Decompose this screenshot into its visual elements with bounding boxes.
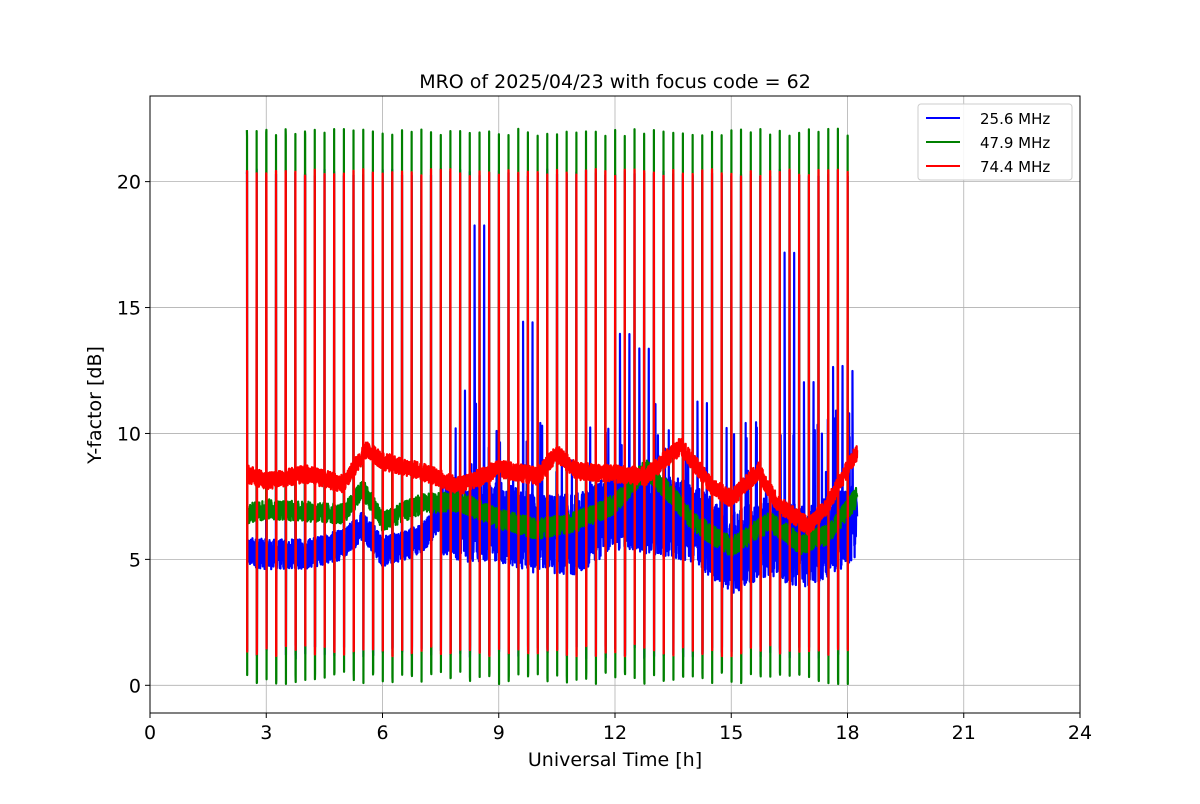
x-tick-label: 24 xyxy=(1068,722,1092,744)
x-tick-label: 18 xyxy=(835,722,859,744)
axis-ticks: 0 3 6 9 12 15 18 21 24 0 5 10 15 20 xyxy=(117,172,1092,744)
x-tick-label: 9 xyxy=(493,722,505,744)
chart-title: MRO of 2025/04/23 with focus code = 62 xyxy=(419,71,811,93)
legend: 25.6 MHz 47.9 MHz 74.4 MHz xyxy=(917,103,1073,181)
x-tick-label: 0 xyxy=(144,722,156,744)
x-tick-label: 15 xyxy=(719,722,743,744)
x-tick-label: 3 xyxy=(260,722,272,744)
series-line-47-9-mhz xyxy=(245,127,859,686)
series-lines xyxy=(245,127,859,686)
y-tick-label: 5 xyxy=(129,549,141,571)
legend-box xyxy=(917,103,1073,181)
legend-label: 74.4 MHz xyxy=(980,158,1050,176)
x-tick-label: 21 xyxy=(952,722,976,744)
x-tick-label: 6 xyxy=(376,722,388,744)
x-tick-label: 12 xyxy=(603,722,627,744)
series-line-74-4-mhz xyxy=(245,168,859,658)
legend-label: 25.6 MHz xyxy=(980,110,1050,128)
x-axis-label: Universal Time [h] xyxy=(528,749,702,771)
y-tick-label: 20 xyxy=(117,172,141,194)
y-axis-label: Y-factor [dB] xyxy=(84,346,106,465)
y-tick-label: 10 xyxy=(117,423,141,445)
legend-label: 47.9 MHz xyxy=(980,134,1050,152)
y-tick-label: 0 xyxy=(129,675,141,697)
y-tick-label: 15 xyxy=(117,298,141,320)
